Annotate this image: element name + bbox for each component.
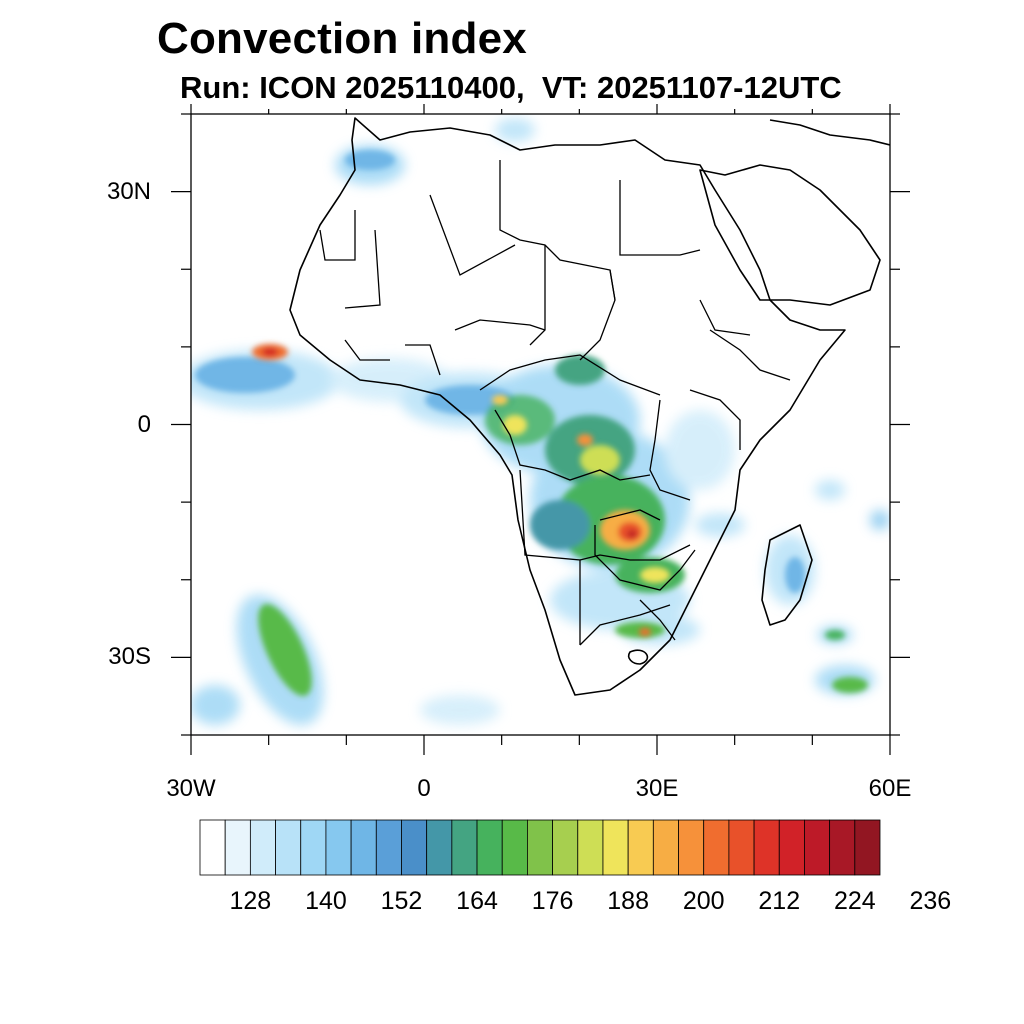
axis-ticks: [171, 104, 910, 755]
lon-label: 30W: [166, 775, 216, 802]
colorbar-swatch: [300, 819, 327, 876]
colorbar-swatch: [627, 819, 654, 876]
colorbar-swatch: [527, 819, 553, 876]
colorbar-swatch: [249, 819, 276, 876]
colorbar-swatch: [350, 819, 377, 876]
colorbar-swatch: [224, 819, 251, 876]
colorbar-swatch: [275, 819, 302, 876]
colorbar-swatch: [325, 819, 352, 876]
colorbar-label: 212: [758, 887, 801, 915]
lon-label: 30E: [635, 775, 679, 802]
colorbar-swatch: [728, 819, 755, 876]
colorbar-swatch: [753, 819, 780, 876]
lat-label: 30N: [106, 177, 151, 205]
colorbar-swatch: [501, 819, 528, 876]
colorbar-swatch: [401, 819, 428, 876]
map-subtitle: Run: ICON 2025110400, VT: 20251107-12UTC: [180, 70, 842, 105]
colorbar-swatch: [552, 819, 579, 876]
colorbar-swatch: [804, 819, 831, 876]
lon-label: 60E: [868, 775, 912, 802]
colorbar-label: 140: [305, 887, 347, 915]
colorbar-swatch: [778, 819, 805, 876]
colorbar-label: 128: [229, 887, 272, 915]
colorbar-label: 224: [833, 887, 876, 915]
colorbar-swatch: [375, 819, 402, 876]
colorbar-label: 176: [531, 887, 574, 915]
convection-field: [191, 118, 890, 726]
colorbar-swatch: [703, 819, 730, 876]
coastlines: [289, 117, 890, 696]
colorbar: [199, 819, 881, 876]
map-title: Convection index: [157, 14, 527, 63]
colorbar-label: 188: [607, 887, 649, 915]
colorbar-label: 152: [380, 887, 423, 915]
colorbar-swatch: [829, 819, 856, 876]
colorbar-swatch: [602, 819, 629, 876]
colorbar-label: 200: [682, 887, 725, 915]
country-borders: [319, 160, 791, 646]
lon-label: 0: [417, 775, 431, 802]
colorbar-swatch: [476, 819, 503, 876]
colorbar-swatch: [577, 819, 604, 876]
lat-label: 0: [137, 410, 151, 438]
colorbar-swatch: [451, 819, 478, 876]
colorbar-swatch: [652, 819, 679, 876]
colorbar-label: 236: [909, 887, 952, 915]
colorbar-swatch: [199, 819, 226, 876]
lat-label: 30S: [108, 643, 151, 671]
colorbar-swatch: [426, 819, 453, 876]
colorbar-label: 164: [456, 887, 498, 915]
colorbar-swatch: [678, 819, 705, 876]
colorbar-swatch: [854, 819, 881, 876]
